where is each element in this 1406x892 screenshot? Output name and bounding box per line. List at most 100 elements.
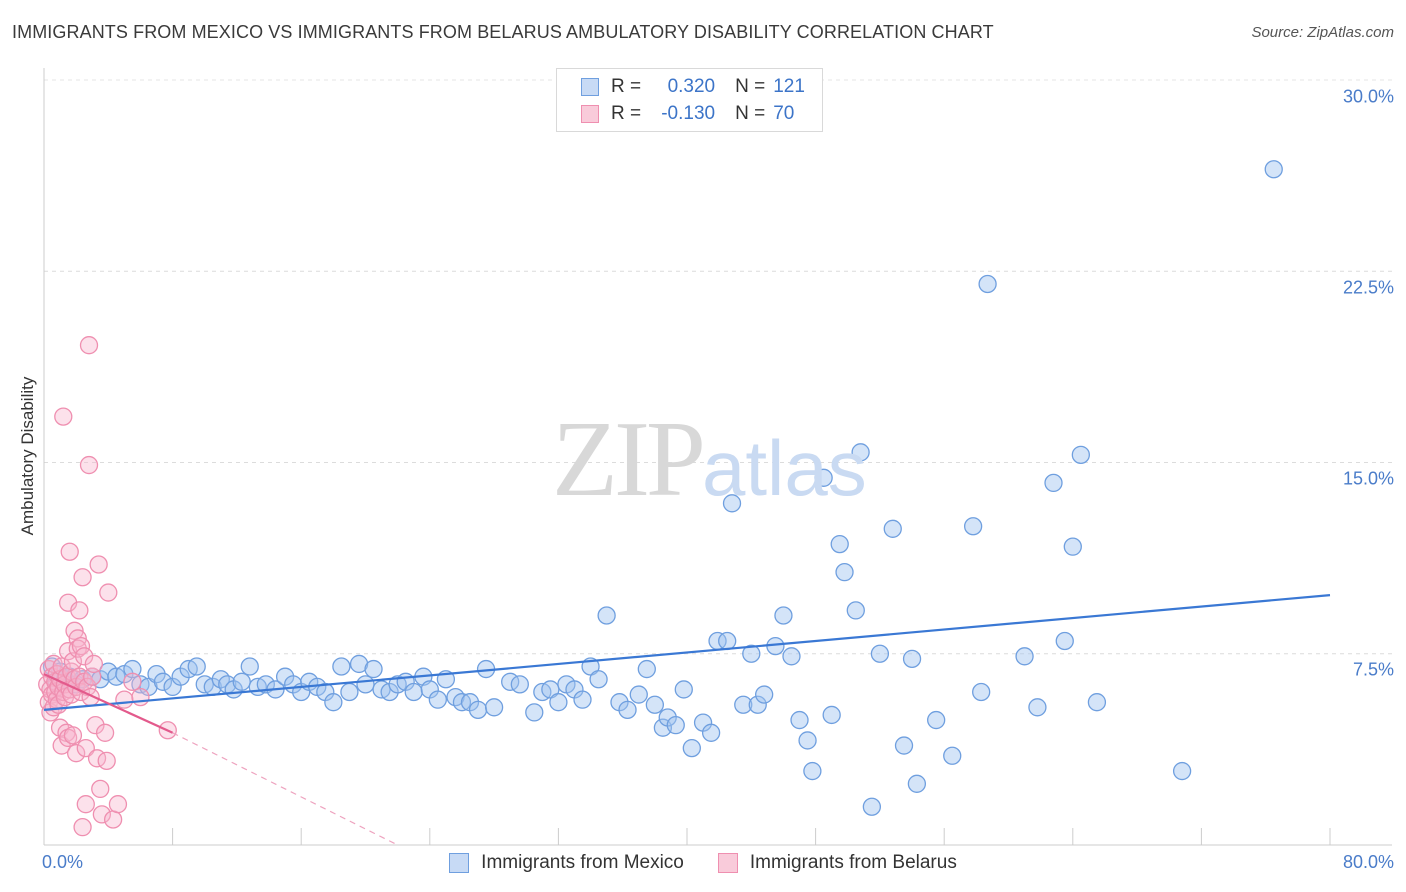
point-mexico (1172, 761, 1192, 781)
stats-n-label: N = (735, 76, 766, 97)
point-mexico (774, 606, 793, 625)
point-mexico (734, 695, 753, 714)
point-mexico (835, 563, 854, 582)
watermark: ZIPatlas (552, 398, 867, 522)
point-belarus (70, 601, 89, 620)
point-belarus (54, 407, 73, 426)
source-label: Source: ZipAtlas.com (1251, 24, 1394, 41)
point-mexico (798, 731, 817, 750)
point-belarus (79, 336, 99, 355)
point-belarus (58, 728, 78, 748)
point-mexico (618, 700, 637, 719)
legend-item-mexico[interactable]: Immigrants from Mexico (449, 852, 684, 874)
point-belarus (89, 555, 108, 574)
point-mexico (803, 761, 822, 781)
point-mexico (674, 680, 693, 699)
point-mexico (1044, 473, 1063, 493)
stats-n-value-belarus: 70 (773, 103, 795, 124)
point-belarus (60, 542, 79, 561)
stats-row-belarus: R = -0.130 N = 70 (581, 101, 794, 127)
point-mexico (484, 698, 504, 717)
stats-r-label: R = (611, 103, 642, 124)
point-mexico (356, 675, 375, 694)
point-mexico (963, 517, 983, 536)
point-mexico (1055, 631, 1074, 651)
point-belarus (84, 654, 103, 674)
point-belarus (52, 657, 71, 676)
trend-line-mexico (43, 594, 1331, 711)
point-belarus (92, 805, 112, 824)
point-mexico (340, 682, 359, 702)
chart-title: IMMIGRANTS FROM MEXICO VS IMMIGRANTS FRO… (12, 22, 994, 42)
point-belarus (103, 810, 123, 829)
point-belarus (115, 690, 134, 709)
trend-line-belarus (43, 673, 174, 734)
legend-swatch-belarus (717, 853, 738, 873)
stats-n-value-mexico: 121 (773, 76, 805, 97)
point-mexico (846, 601, 865, 620)
point-belarus (123, 672, 142, 691)
point-mexico (907, 774, 927, 793)
point-mexico (755, 685, 774, 704)
point-mexico (830, 534, 849, 554)
point-belarus (76, 738, 95, 758)
stats-r-value-mexico: 0.320 (667, 76, 716, 97)
point-belarus (73, 818, 92, 837)
point-belarus (79, 455, 99, 475)
point-mexico (972, 682, 991, 702)
point-belarus (76, 795, 95, 814)
point-mexico (722, 494, 742, 513)
legend-label-belarus: Immigrants from Belarus (749, 852, 957, 873)
point-belarus (131, 687, 150, 707)
point-mexico (510, 675, 529, 694)
point-belarus (95, 723, 115, 742)
point-mexico (232, 672, 251, 691)
point-belarus (108, 795, 128, 814)
watermark-atlas: atlas (702, 424, 867, 512)
point-mexico (153, 672, 173, 691)
point-mexico (666, 716, 685, 735)
point-mexico (187, 657, 206, 676)
legend-label-mexico: Immigrants from Mexico (481, 852, 684, 873)
x-tick-label-max: 80.0% (1342, 852, 1394, 872)
point-mexico (1015, 647, 1034, 666)
point-mexico (902, 649, 922, 668)
point-mexico (1028, 698, 1047, 717)
point-mexico (349, 654, 369, 674)
point-mexico (748, 695, 767, 714)
point-mexico (883, 519, 902, 538)
point-mexico (927, 710, 946, 730)
point-belarus (86, 716, 105, 735)
point-mexico (978, 274, 997, 294)
legend-item-belarus[interactable]: Immigrants from Belarus (717, 852, 957, 874)
point-mexico (790, 710, 809, 730)
point-belarus (75, 647, 94, 666)
point-belarus (97, 751, 116, 770)
legend: Immigrants from Mexico Immigrants from B… (0, 852, 1406, 874)
point-mexico (428, 690, 447, 709)
stats-n-label: N = (735, 103, 766, 124)
point-mexico (742, 644, 761, 663)
point-mexico (404, 682, 423, 702)
point-mexico (324, 693, 343, 712)
point-belarus (67, 744, 86, 763)
point-mexico (573, 690, 592, 709)
point-mexico (870, 644, 890, 663)
stats-swatch-belarus (581, 105, 599, 123)
point-belarus (99, 583, 118, 602)
y-tick-label-30: 30.0% (1342, 86, 1394, 107)
point-mexico (1264, 160, 1283, 179)
point-mexico (597, 606, 616, 625)
stats-row-mexico: R = 0.320 N = 121 (581, 74, 805, 100)
point-mexico (851, 443, 870, 462)
point-mexico (822, 705, 841, 725)
y-tick-label-7-5: 7.5% (1352, 659, 1394, 680)
trend-line-belarus-extrapolated (172, 732, 398, 846)
point-mexico (549, 693, 568, 712)
point-mexico (332, 657, 351, 676)
point-mexico (782, 647, 801, 666)
point-belarus (71, 636, 91, 656)
stats-box: R = 0.320 N = 121 R = -0.130 N = 70 (556, 68, 823, 132)
point-mexico (1063, 537, 1082, 556)
